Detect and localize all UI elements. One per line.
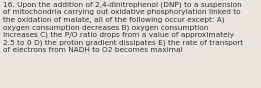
Text: 16. Upon the addition of 2,4-dinitrophenol (DNP) to a suspension
of mitochondria: 16. Upon the addition of 2,4-dinitrophen… bbox=[3, 1, 243, 53]
